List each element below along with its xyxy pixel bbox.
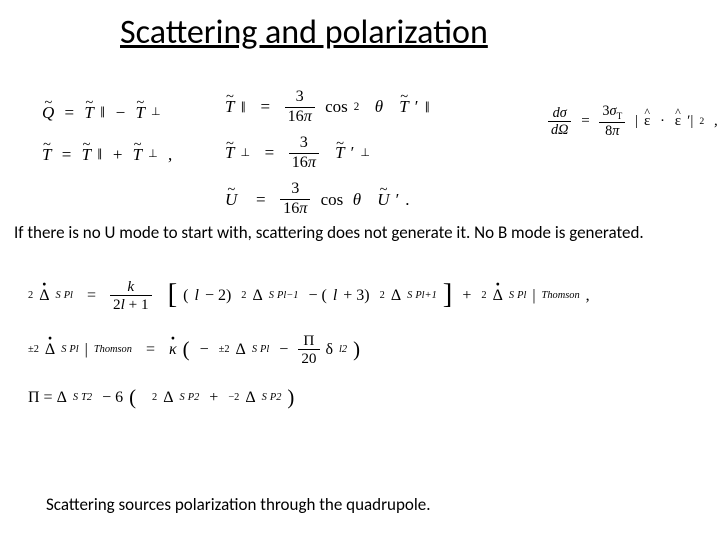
eq-left-col: Q = T∥ − T⊥ T = T∥ + T⊥ , xyxy=(42,95,172,172)
eq-mid-col: T∥ = 316π cos2 θ T∥ T⊥ = 316π T⊥ U = 316… xyxy=(225,80,430,226)
eq-right-col: dσdΩ = 3σT8π |ε · ε′|2 , xyxy=(548,95,718,148)
page-title: Scattering and polarization xyxy=(120,12,488,53)
note-1: If there is no U mode to start with, sca… xyxy=(14,222,644,243)
eq-bottom: 2ΔSPl = k2l + 1 [ (l − 2) 2ΔSPl−1 − (l +… xyxy=(28,270,590,418)
note-2: Scattering sources polarization through … xyxy=(46,494,431,515)
